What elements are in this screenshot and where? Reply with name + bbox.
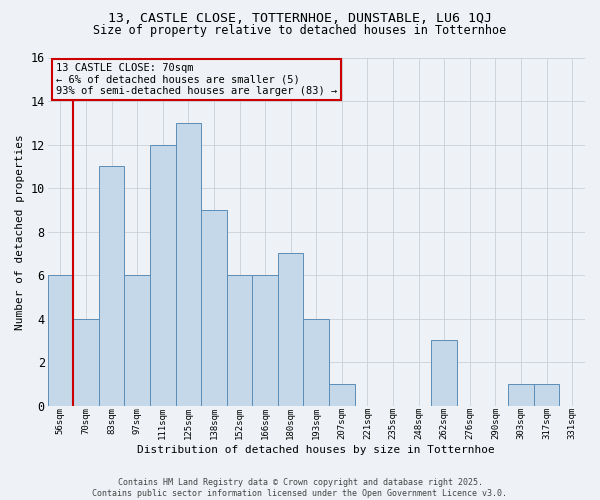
Bar <box>304 318 329 406</box>
Bar <box>253 275 278 406</box>
Text: 13 CASTLE CLOSE: 70sqm
← 6% of detached houses are smaller (5)
93% of semi-detac: 13 CASTLE CLOSE: 70sqm ← 6% of detached … <box>56 62 337 96</box>
Bar <box>431 340 457 406</box>
Bar <box>201 210 227 406</box>
Text: Contains HM Land Registry data © Crown copyright and database right 2025.
Contai: Contains HM Land Registry data © Crown c… <box>92 478 508 498</box>
Bar <box>534 384 559 406</box>
Bar <box>99 166 124 406</box>
X-axis label: Distribution of detached houses by size in Totternhoe: Distribution of detached houses by size … <box>137 445 495 455</box>
Text: Size of property relative to detached houses in Totternhoe: Size of property relative to detached ho… <box>94 24 506 37</box>
Bar <box>124 275 150 406</box>
Bar <box>73 318 99 406</box>
Bar <box>150 144 176 406</box>
Y-axis label: Number of detached properties: Number of detached properties <box>15 134 25 330</box>
Bar <box>278 254 304 406</box>
Bar <box>329 384 355 406</box>
Bar <box>227 275 253 406</box>
Bar <box>508 384 534 406</box>
Bar <box>47 275 73 406</box>
Bar <box>176 123 201 406</box>
Text: 13, CASTLE CLOSE, TOTTERNHOE, DUNSTABLE, LU6 1QJ: 13, CASTLE CLOSE, TOTTERNHOE, DUNSTABLE,… <box>108 12 492 26</box>
